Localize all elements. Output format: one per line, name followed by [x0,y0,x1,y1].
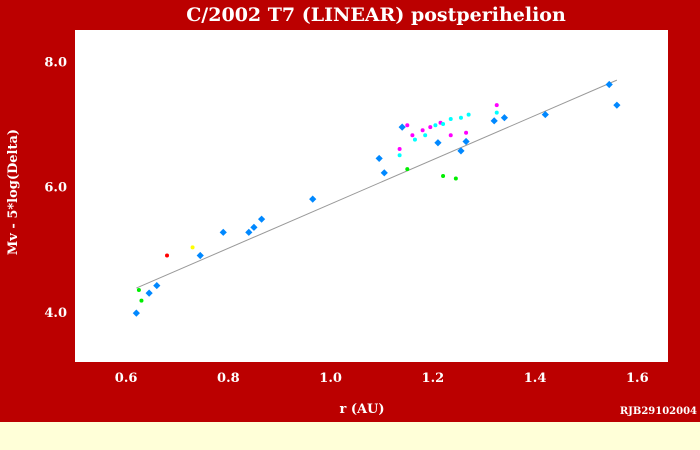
data-point [500,114,509,122]
data-point [380,169,388,177]
data-point [136,287,141,292]
data-point [441,173,446,178]
data-point [410,133,415,138]
data-point [309,195,317,203]
data-point [196,251,204,260]
data-point [448,116,453,121]
trend-line-group [136,79,618,289]
data-point [466,112,471,117]
data-point [257,215,266,223]
data-point [428,125,433,130]
data-point [397,147,402,152]
x-tick-label: 1.6 [626,371,649,386]
data-point [448,133,453,138]
trend-line [136,79,618,289]
data-point [441,121,446,126]
x-tick-label: 1.0 [319,371,342,386]
data-point [457,147,465,155]
data-point [405,123,410,128]
data-point [153,281,161,290]
x-tick-label: 1.2 [422,371,445,386]
data-point [398,123,406,131]
x-tick-label: 0.6 [115,371,138,386]
data-point [433,123,438,128]
data-point [132,309,140,317]
data-point [423,133,428,138]
x-tick-label: 0.8 [217,371,240,386]
y-axis-label: Mv - 5*log(Delta) [6,129,21,255]
chart-title: C/2002 T7 (LINEAR) postperihelion [186,4,566,26]
y-tick-label: 6.0 [44,181,67,196]
data-point [453,176,458,181]
y-tick-label: 4.0 [44,306,67,321]
data-point [405,167,410,172]
data-point [605,80,613,89]
y-axis-ticks: 4.0 6.0 8.0 [44,55,67,321]
data-point [397,153,402,158]
data-point [541,110,549,119]
y-tick-label: 8.0 [44,55,67,70]
data-point [464,130,469,135]
data-point [190,245,195,250]
data-point [139,298,144,303]
data-point [490,117,498,125]
data-point [412,137,417,142]
data-points [132,80,621,317]
credit-label: RJB29102004 [620,406,697,417]
data-point [494,110,499,115]
data-point [375,154,383,163]
data-point [494,103,499,108]
data-point [458,115,463,120]
data-point [145,289,153,297]
x-axis-label: r (AU) [339,402,384,417]
x-tick-label: 1.4 [524,371,547,386]
data-point [420,128,425,133]
data-point [245,228,253,236]
data-point [462,137,470,146]
data-point [613,101,621,109]
plot-area [75,30,668,362]
data-point [165,253,170,258]
data-point [434,139,442,147]
data-point [219,228,227,236]
footer-strip [0,422,700,450]
data-point [250,223,258,231]
x-axis-ticks: 0.6 0.8 1.0 1.2 1.4 1.6 [115,371,649,386]
